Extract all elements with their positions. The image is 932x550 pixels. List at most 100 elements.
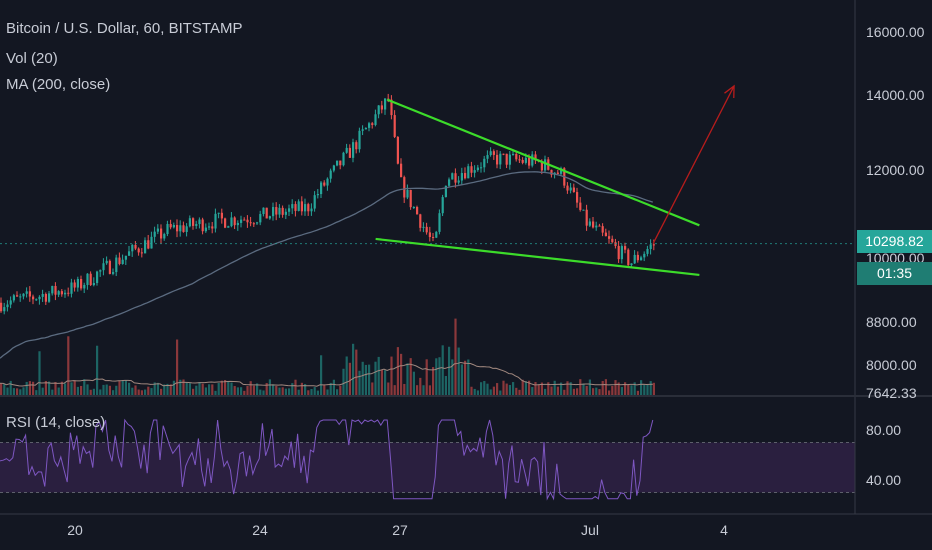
volume-bar [288, 388, 291, 395]
volume-bar [291, 383, 294, 395]
candle [163, 234, 166, 239]
candle [217, 212, 220, 214]
candle [444, 185, 447, 198]
volume-bar [163, 384, 166, 395]
candle [569, 187, 572, 191]
candle [640, 257, 643, 261]
candle [0, 302, 3, 312]
candle [272, 207, 275, 217]
volume-bar [240, 387, 243, 395]
candle [316, 194, 319, 196]
candle [16, 295, 19, 297]
candle [198, 219, 201, 225]
volume-bar [204, 387, 207, 395]
candle [380, 105, 383, 110]
candle [579, 202, 582, 210]
volume-bar [640, 380, 643, 395]
candle [313, 195, 316, 209]
volume-bar [540, 382, 543, 395]
volume-bar [105, 384, 108, 395]
volume-bar [233, 386, 236, 395]
candle [403, 177, 406, 198]
candle [76, 278, 79, 288]
candle [172, 224, 175, 228]
candle [598, 225, 601, 227]
candle [124, 255, 127, 260]
volume-bar [345, 356, 348, 395]
volume-bar [483, 380, 486, 395]
volume-bar [499, 390, 502, 395]
volume-bar [393, 385, 396, 395]
volume-bar [403, 383, 406, 395]
volume-bar [284, 388, 287, 395]
volume-bar [332, 379, 335, 395]
lower-trendline [375, 237, 700, 277]
candle [643, 253, 646, 258]
candle [620, 246, 623, 260]
volume-bar [64, 383, 67, 395]
candle [265, 207, 268, 219]
candle [566, 185, 569, 191]
volume-bar [153, 382, 156, 395]
volume-bar [355, 349, 358, 395]
candle [259, 214, 262, 223]
volume-bar [211, 384, 214, 395]
candle [435, 231, 438, 238]
volume-bar [502, 380, 505, 395]
candle [32, 296, 35, 300]
volume-bar [377, 356, 380, 395]
candle [556, 172, 559, 174]
candle [96, 271, 99, 284]
candle [227, 226, 230, 228]
candle [140, 252, 143, 254]
volume-bar [185, 382, 188, 395]
volume-bar [627, 384, 630, 395]
volume-bar [140, 390, 143, 395]
price-tick-label: 8800.00 [866, 314, 917, 330]
candle [355, 142, 358, 150]
volume-bar [76, 386, 79, 395]
volume-bar [595, 387, 598, 395]
candle [393, 115, 396, 137]
volume-bar [192, 388, 195, 395]
volume-bar [342, 368, 345, 395]
volume-bar [44, 380, 47, 395]
volume-bar [51, 389, 54, 395]
volume-bar [598, 389, 601, 395]
candle [134, 244, 137, 249]
candle [211, 226, 214, 229]
volume-bar [608, 390, 611, 395]
upper-trendline [386, 98, 700, 227]
candle [112, 272, 115, 274]
candle [92, 283, 95, 286]
candle [422, 226, 425, 228]
volume-bar [617, 382, 620, 395]
volume-bar [592, 388, 595, 395]
candle [25, 291, 28, 294]
volume-bar [400, 353, 403, 395]
volume-bar [99, 389, 102, 395]
volume-bar [428, 385, 431, 395]
candle [268, 216, 271, 219]
candle [483, 158, 486, 168]
volume-bar [643, 384, 646, 395]
volume-bar [364, 364, 367, 395]
candle [240, 219, 243, 223]
candle [243, 219, 246, 221]
candle [339, 160, 342, 166]
candle [400, 163, 403, 178]
volume-bar [9, 380, 12, 395]
candle [6, 304, 9, 308]
volume-ma-line [0, 361, 653, 387]
candle [310, 208, 313, 212]
candle [476, 167, 479, 171]
candle [592, 221, 595, 228]
volume-bar [259, 389, 262, 395]
candle [595, 225, 598, 228]
volume-bar [387, 382, 390, 395]
candle [499, 153, 502, 165]
volume-bar [601, 380, 604, 395]
candle [528, 157, 531, 166]
volume-bar [12, 388, 15, 395]
